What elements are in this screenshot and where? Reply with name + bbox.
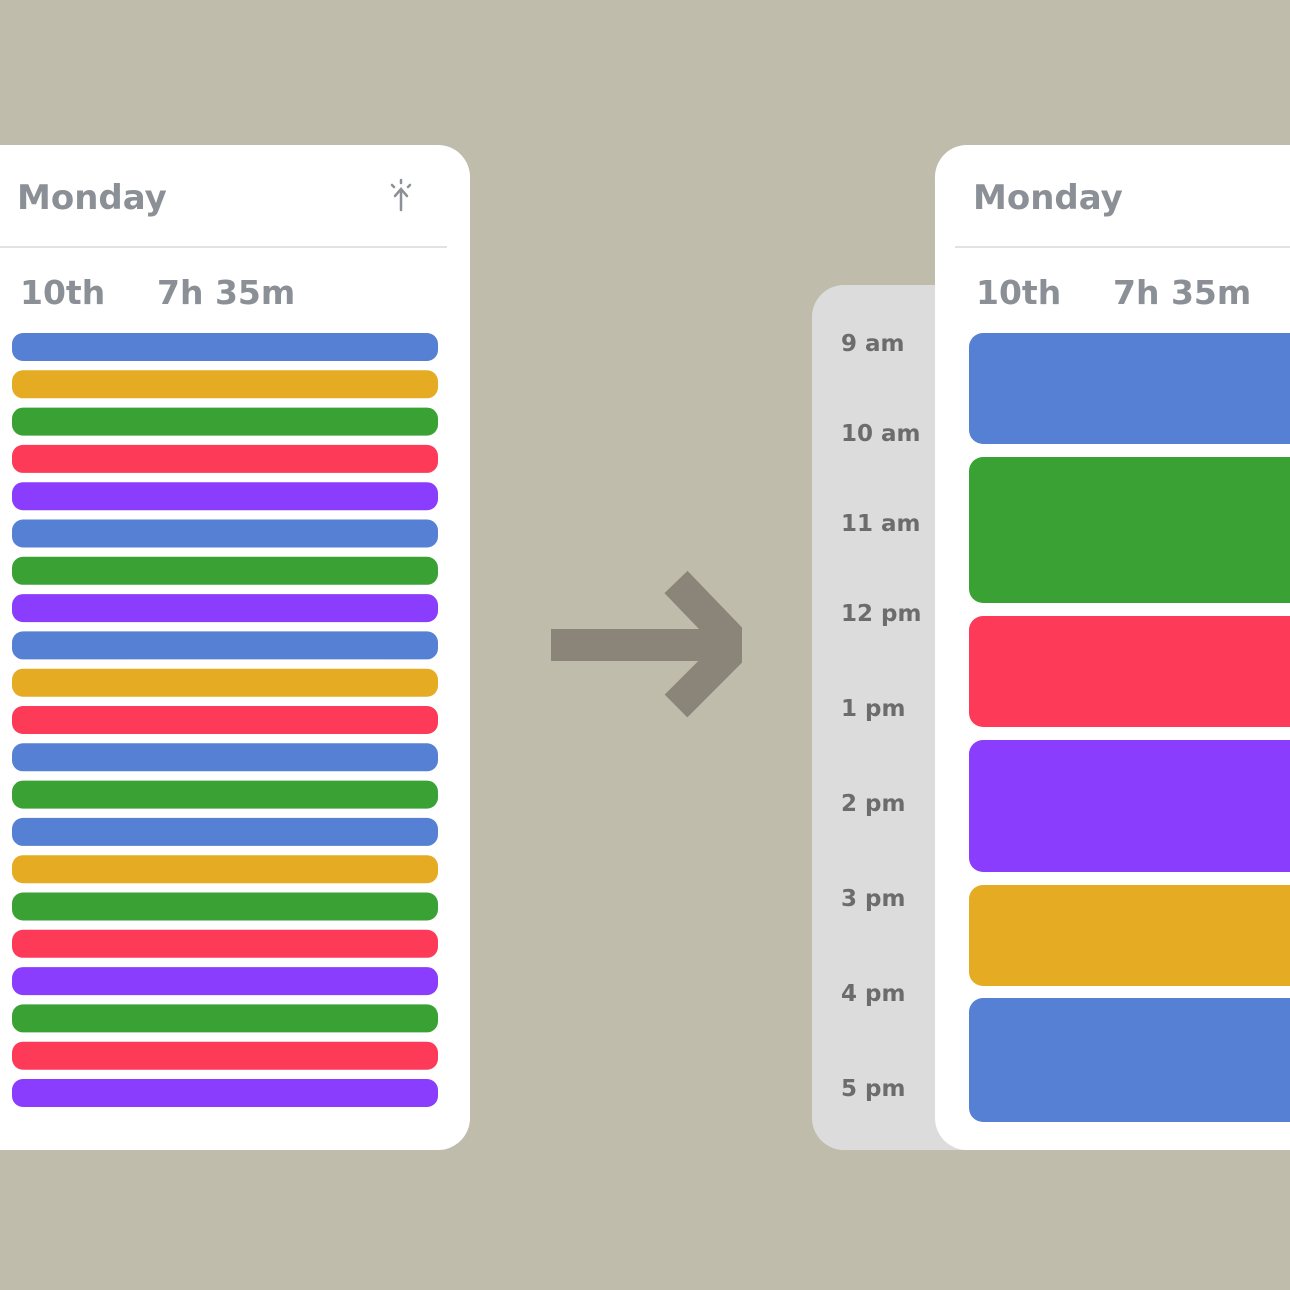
time-label: 5 pm xyxy=(841,1076,905,1102)
day-title: Monday xyxy=(17,178,167,218)
task-bar xyxy=(12,407,438,436)
time-block xyxy=(969,885,1290,986)
arrow xyxy=(551,570,742,718)
task-bar xyxy=(12,892,438,921)
task-bar xyxy=(12,668,438,697)
task-bar xyxy=(12,444,438,473)
time-label: 12 pm xyxy=(841,601,921,627)
wand-icon xyxy=(390,178,412,212)
time-label: 11 am xyxy=(841,511,921,537)
time-label: 1 pm xyxy=(841,696,905,722)
date: 10th xyxy=(976,273,1061,312)
time-block xyxy=(969,457,1290,603)
task-bar xyxy=(12,370,438,399)
task-bar xyxy=(12,780,438,809)
task-bar xyxy=(12,1041,438,1070)
task-bar xyxy=(12,817,438,846)
task-bar xyxy=(12,706,438,734)
task-bar xyxy=(12,594,438,623)
task-bar xyxy=(12,631,438,660)
task-bar xyxy=(12,519,438,548)
task-bar xyxy=(12,855,438,884)
time-block xyxy=(969,616,1290,727)
time-block xyxy=(969,998,1290,1122)
time-label: 3 pm xyxy=(841,886,905,912)
time-block xyxy=(969,333,1290,444)
duration: 7h 35m xyxy=(1113,273,1251,312)
task-bar xyxy=(12,967,438,996)
block-list xyxy=(969,333,1290,1122)
task-bar xyxy=(12,556,438,585)
task-bar xyxy=(12,743,438,772)
time-label: 2 pm xyxy=(841,791,905,817)
day-title: Monday xyxy=(973,178,1123,218)
time-label: 10 am xyxy=(841,421,921,447)
time-labels: 9 am 10 am 11 am 12 pm 1 pm 2 pm 3 pm 4 pm 5 pm xyxy=(841,331,921,1102)
date: 10th xyxy=(20,273,105,312)
task-bar xyxy=(12,1079,438,1107)
duration: 7h 35m xyxy=(157,273,295,312)
time-block xyxy=(969,740,1290,872)
task-bar xyxy=(12,333,438,361)
bar-list xyxy=(12,333,438,1107)
task-bar xyxy=(12,1004,438,1033)
task-bar xyxy=(12,929,438,958)
time-label: 4 pm xyxy=(841,981,905,1007)
time-label: 9 am xyxy=(841,331,905,357)
task-bar xyxy=(12,482,438,511)
